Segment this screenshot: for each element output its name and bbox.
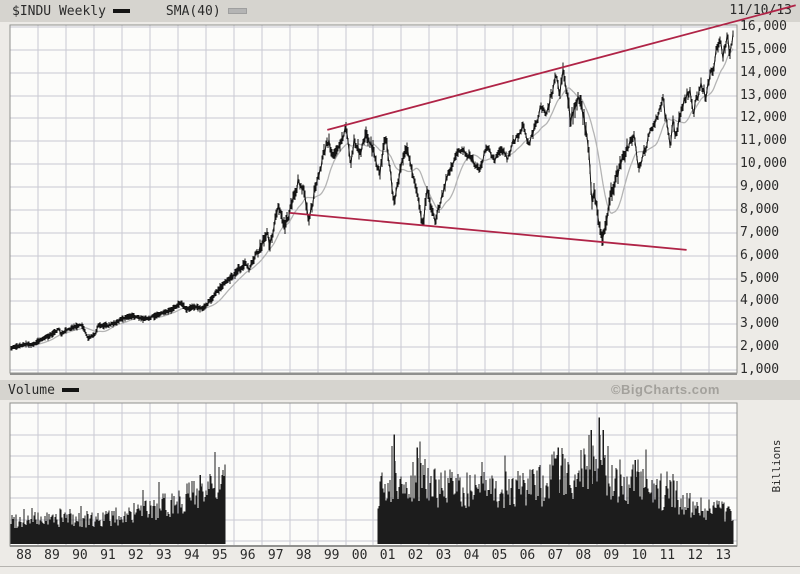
year-label: 06 — [519, 548, 536, 563]
year-label: 00 — [351, 548, 368, 563]
year-label: 97 — [267, 548, 284, 563]
volume-label: Volume — [8, 382, 55, 398]
price-axis-tick: 1,000 — [740, 362, 780, 377]
year-label: 05 — [491, 548, 508, 563]
year-label: 02 — [407, 548, 424, 563]
price-axis-tick: 3,000 — [740, 316, 780, 332]
chart-header-bar: $INDU Weekly SMA(40) 11/10/13 — [0, 0, 800, 22]
year-label: 92 — [128, 548, 144, 563]
price-axis-tick: 2,000 — [740, 339, 780, 355]
year-label: 95 — [211, 548, 228, 563]
chart-date: 11/10/13 — [729, 3, 792, 18]
year-label: 07 — [547, 548, 564, 563]
price-axis-tick: 8,000 — [740, 201, 780, 217]
year-label: 09 — [603, 548, 620, 563]
year-label: 90 — [72, 548, 88, 563]
volume-chart-panel: 3.02.52.01.51.00.50.0 — [0, 400, 800, 548]
year-label: 96 — [239, 548, 256, 563]
year-label: 03 — [435, 548, 452, 563]
price-chart-svg — [9, 24, 738, 375]
year-label: 13 — [715, 548, 732, 563]
year-label: 12 — [687, 548, 704, 563]
price-axis-tick: 15,000 — [740, 41, 787, 57]
year-label: 08 — [575, 548, 592, 563]
year-label: 93 — [156, 548, 172, 563]
sma-indicator-label: SMA(40) — [165, 3, 221, 19]
bigcharts-watermark: ©BigCharts.com — [610, 382, 720, 397]
price-axis-tick: 12,000 — [740, 110, 787, 126]
year-label: 91 — [100, 548, 116, 563]
price-axis-tick: 7,000 — [740, 224, 780, 240]
price-chart-panel: 16,000 15,000 14,000 13,000 12,000 11,000 10,0… — [0, 19, 800, 378]
year-label: 10 — [631, 548, 648, 563]
price-axis-tick: 4,000 — [740, 293, 780, 309]
volume-legend-dash-icon — [61, 388, 79, 392]
year-label: 99 — [323, 548, 340, 563]
price-axis-tick: 5,000 — [740, 270, 780, 286]
price-axis-tick: 16,000 — [740, 19, 787, 34]
sma-legend-dash-icon — [227, 8, 247, 14]
year-label: 11 — [659, 548, 676, 563]
price-legend-dash-icon — [112, 9, 130, 13]
year-label: 04 — [463, 548, 480, 563]
price-axis-tick: 9,000 — [740, 179, 780, 195]
year-label: 88 — [16, 548, 32, 563]
year-label: 94 — [183, 548, 200, 563]
price-axis-tick: 11,000 — [740, 133, 787, 149]
year-label: 98 — [295, 548, 312, 563]
volume-chart-svg — [9, 402, 738, 547]
price-axis-tick: 13,000 — [740, 87, 787, 103]
year-label: 89 — [44, 548, 60, 563]
x-axis-year-labels: 88 89 90 91 92 93 94 95 96 97 98 99 00 01 02 03 04 05 06 07… — [10, 548, 737, 565]
price-axis-tick: 14,000 — [740, 64, 787, 80]
symbol-label: $INDU Weekly — [12, 3, 106, 19]
year-label: 01 — [379, 548, 396, 563]
volume-unit-label: Billions — [770, 439, 783, 493]
price-axis-tick: 10,000 — [740, 156, 787, 172]
price-axis-tick: 6,000 — [740, 247, 780, 263]
bottom-frame-line — [0, 566, 800, 567]
volume-header-bar: Volume ©BigCharts.com — [0, 380, 800, 400]
